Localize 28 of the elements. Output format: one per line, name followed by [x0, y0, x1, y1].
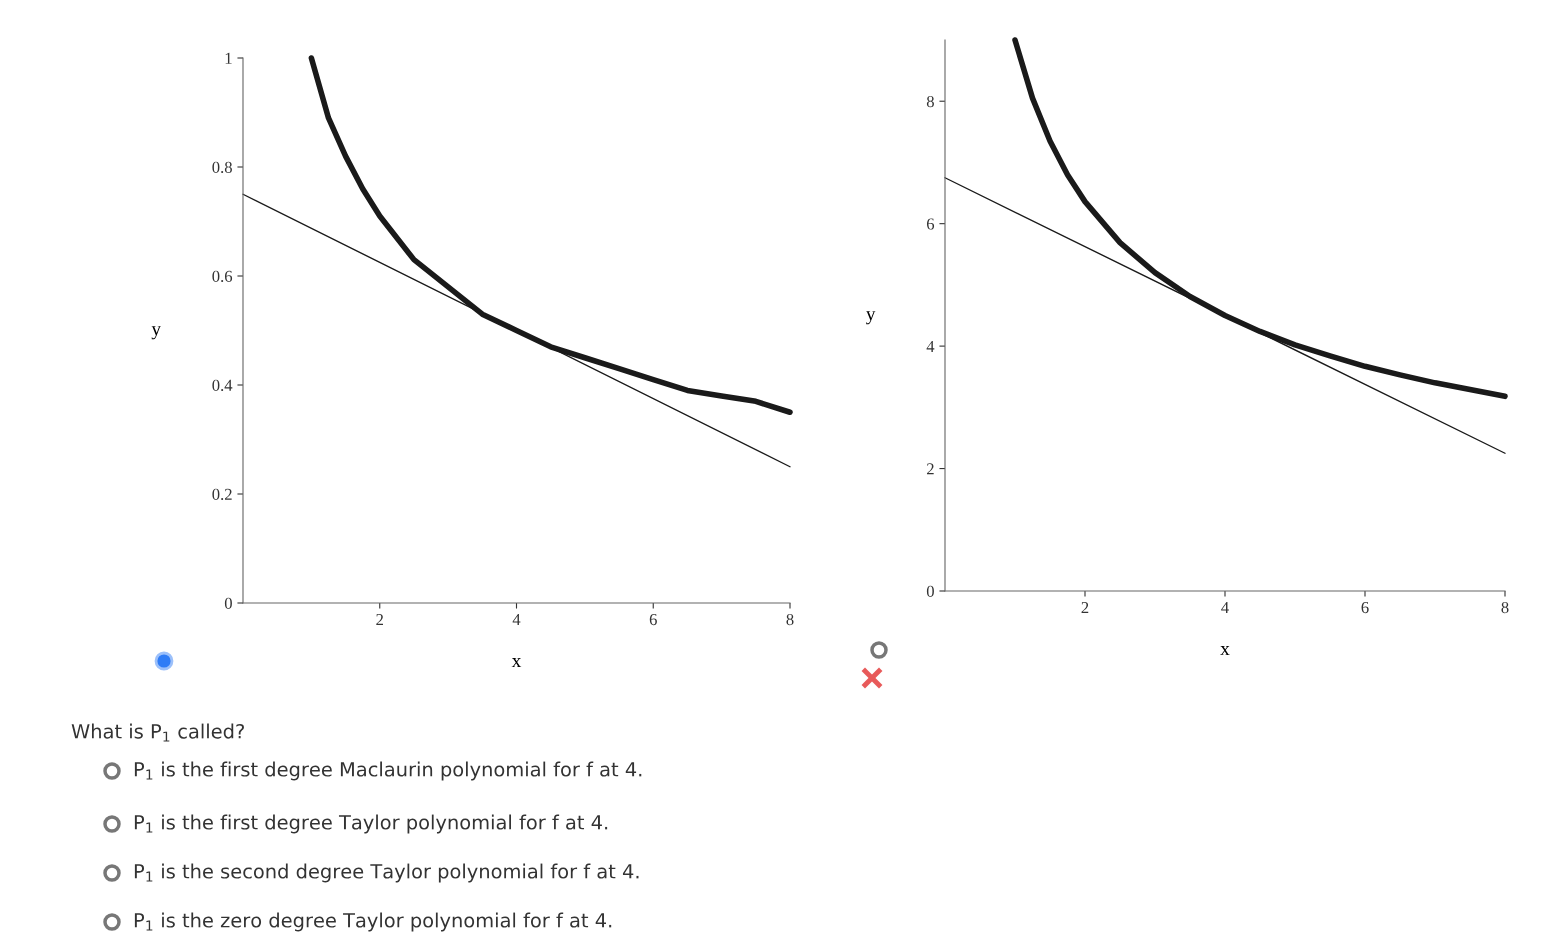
y-tick-label: 2: [926, 463, 934, 475]
x-tick-label: 4: [512, 614, 521, 625]
x-tick-label: 8: [786, 613, 794, 626]
text: P$_{1}$ is the second degree Taylor polynomial for f at 4.: [134, 863, 639, 883]
y-tick-label: 0.2: [212, 488, 232, 501]
y-tick-label: 0.4: [212, 379, 233, 392]
y-tick-label: 6: [926, 218, 935, 230]
x-tick-label: 2: [1081, 601, 1089, 613]
x-tick-label: 8: [1501, 601, 1509, 614]
text: What is P$_{1}$ called?: [71, 723, 244, 742]
x-tick-label: 4: [1221, 602, 1229, 613]
x-tick-label: 6: [649, 613, 657, 626]
y-axis-title: y: [866, 311, 876, 325]
text: P$_{1}$ is the zero degree Taylor polynomial for f at 4.: [134, 912, 612, 932]
y-tick-label: 0: [926, 585, 934, 597]
x-axis-title: x: [1220, 646, 1230, 656]
y-tick-label: 0.8: [212, 161, 232, 174]
y-tick-label: 0: [224, 597, 232, 609]
y-axis-title: y: [151, 326, 161, 340]
y-tick-label: 8: [926, 95, 934, 108]
x-tick-label: 2: [376, 613, 383, 625]
x-axis-title: x: [511, 658, 522, 668]
text: P$_{1}$ is the first degree Maclaurin polynomial for f at 4.: [134, 761, 642, 781]
y-tick-label: 1: [225, 52, 232, 64]
y-tick-label: 0.6: [212, 270, 233, 283]
y-tick-label: 4: [926, 340, 935, 352]
x-tick-label: 6: [1361, 601, 1369, 614]
text: P$_{1}$ is the first degree Taylor polynomial for f at 4.: [134, 814, 608, 834]
